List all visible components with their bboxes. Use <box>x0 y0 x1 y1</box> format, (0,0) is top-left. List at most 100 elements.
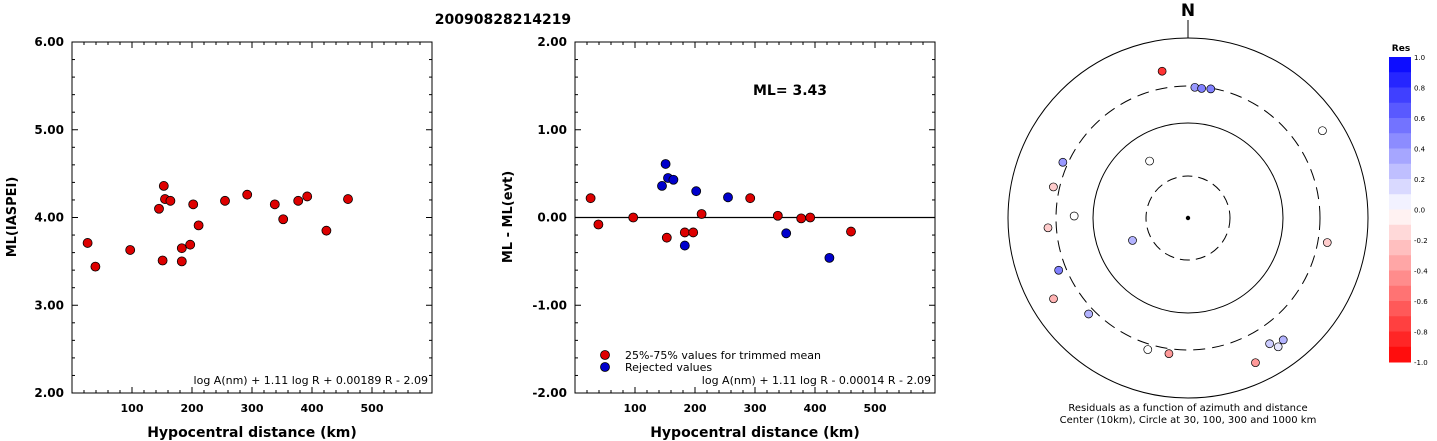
ring-1000km <box>1007 37 1369 399</box>
colorbar-swatch <box>1389 224 1411 241</box>
polar-caption-line-1: Residuals as a function of azimuth and d… <box>1068 403 1307 414</box>
data-point <box>585 193 596 204</box>
colorbar-swatch <box>1389 72 1411 88</box>
data-point <box>293 195 304 206</box>
data-point <box>125 245 136 255</box>
station-marker <box>1058 157 1068 167</box>
data-point <box>688 227 699 238</box>
data-point <box>781 228 792 239</box>
station-marker <box>1084 309 1093 319</box>
data-point <box>220 195 230 206</box>
colorbar-swatch <box>1389 270 1411 287</box>
colorbar-swatch <box>1389 331 1411 348</box>
legend-label-rejected: Rejected values <box>625 361 712 374</box>
data-point <box>628 212 639 223</box>
data-point <box>269 199 280 210</box>
data-point <box>154 203 164 214</box>
data-point <box>165 195 176 206</box>
y-tick-label: -2.00 <box>532 386 567 400</box>
colorbar-tick-label: 0.0 <box>1414 207 1425 215</box>
data-point <box>593 219 604 230</box>
colorbar-swatch <box>1389 133 1411 149</box>
colorbar-tick-label: 1.0 <box>1414 54 1425 62</box>
epicenter-marker <box>1185 215 1191 221</box>
station-marker <box>1054 265 1064 275</box>
data-point <box>846 226 856 237</box>
data-point <box>696 209 707 219</box>
x-tick-label: 500 <box>361 402 384 415</box>
x-tick-label: 400 <box>804 402 827 415</box>
station-marker <box>1197 84 1206 93</box>
data-point <box>157 255 168 266</box>
colorbar-swatch <box>1389 316 1411 332</box>
data-point <box>723 192 733 203</box>
station-marker <box>1049 182 1058 192</box>
ml-chart-frame <box>71 41 433 394</box>
colorbar-scale: 1.0 0.8 0.6 0.4 0.2 0.0 -0.2 -0.4 -0.6 -0.8 -1.0 <box>1389 54 1428 367</box>
ml-chart-ylabel: ML(IASPEI) <box>5 177 20 258</box>
data-point <box>185 239 196 250</box>
data-point <box>188 199 199 210</box>
station-marker <box>1318 126 1327 136</box>
legend-marker-trimmed <box>600 350 610 360</box>
x-tick-label: 200 <box>181 402 204 415</box>
colorbar-tick-label: -1.0 <box>1414 359 1428 367</box>
station-marker <box>1143 345 1153 354</box>
colorbar-tick-label: -0.2 <box>1414 237 1428 245</box>
station-marker <box>1164 349 1174 359</box>
data-point <box>176 256 187 267</box>
data-point <box>796 213 807 224</box>
station-marker <box>1278 335 1288 345</box>
figure-title: 20090828214219 <box>435 12 571 28</box>
data-point <box>679 240 690 251</box>
x-tick-label: 500 <box>864 402 887 415</box>
station-marker <box>1043 223 1053 233</box>
data-point <box>82 238 93 248</box>
station-marker <box>1049 294 1058 304</box>
station-marker <box>1128 236 1137 245</box>
ml-chart-axes: 100 200 300 400 500 2.00 3.00 4.00 5.00 6.00 <box>34 35 432 415</box>
residual-chart-points <box>585 159 856 263</box>
data-point <box>176 243 187 254</box>
x-tick-label: 300 <box>744 402 767 415</box>
y-tick-label: 2.00 <box>537 35 567 49</box>
y-tick-label: 5.00 <box>34 123 64 137</box>
data-point <box>691 186 702 197</box>
polar-caption-line-2: Center (10km), Circle at 30, 100, 300 an… <box>1060 415 1317 426</box>
residual-chart: 100 200 300 400 500 -2.00 -1.00 0.00 1.00 2.00 ML… <box>501 35 936 441</box>
colorbar-swatch <box>1389 148 1411 165</box>
y-tick-label: 4.00 <box>34 211 64 225</box>
colorbar-tick-label: 0.2 <box>1414 176 1425 184</box>
data-point <box>302 191 313 202</box>
colorbar-tick-label: -0.4 <box>1414 268 1428 276</box>
ml-chart-xlabel: Hypocentral distance (km) <box>147 425 357 441</box>
colorbar-swatch <box>1389 301 1411 317</box>
data-point <box>668 174 679 185</box>
data-point <box>661 232 672 243</box>
station-marker <box>1251 358 1260 368</box>
ring-300km <box>1055 85 1321 351</box>
colorbar-title: Res <box>1392 44 1410 54</box>
colorbar-swatch <box>1389 163 1411 180</box>
colorbar-swatch <box>1389 209 1411 226</box>
colorbar-swatch <box>1389 118 1411 134</box>
colorbar-swatch <box>1389 255 1411 271</box>
station-marker <box>1265 339 1274 349</box>
legend-marker-rejected <box>600 362 610 372</box>
data-point <box>805 212 816 223</box>
y-tick-label: 0.00 <box>537 211 567 225</box>
colorbar-swatch <box>1389 240 1411 256</box>
azimuth-plot: N Residuals as a function of azimuth and… <box>1007 1 1369 426</box>
colorbar-swatch <box>1389 87 1411 104</box>
y-tick-label: 6.00 <box>34 35 64 49</box>
colorbar-swatch <box>1389 346 1411 363</box>
data-point <box>343 194 353 204</box>
x-tick-label: 100 <box>624 402 647 415</box>
y-tick-label: 1.00 <box>537 123 567 137</box>
data-point <box>679 227 690 238</box>
x-tick-label: 400 <box>301 402 324 415</box>
residual-colorbar: Res 1.0 0.8 0.6 0.4 0.2 0.0 -0.2 -0.4 -0.6 -0.8 -1… <box>1389 44 1428 367</box>
y-tick-label: 3.00 <box>34 298 64 312</box>
colorbar-tick-label: 0.8 <box>1414 85 1425 93</box>
